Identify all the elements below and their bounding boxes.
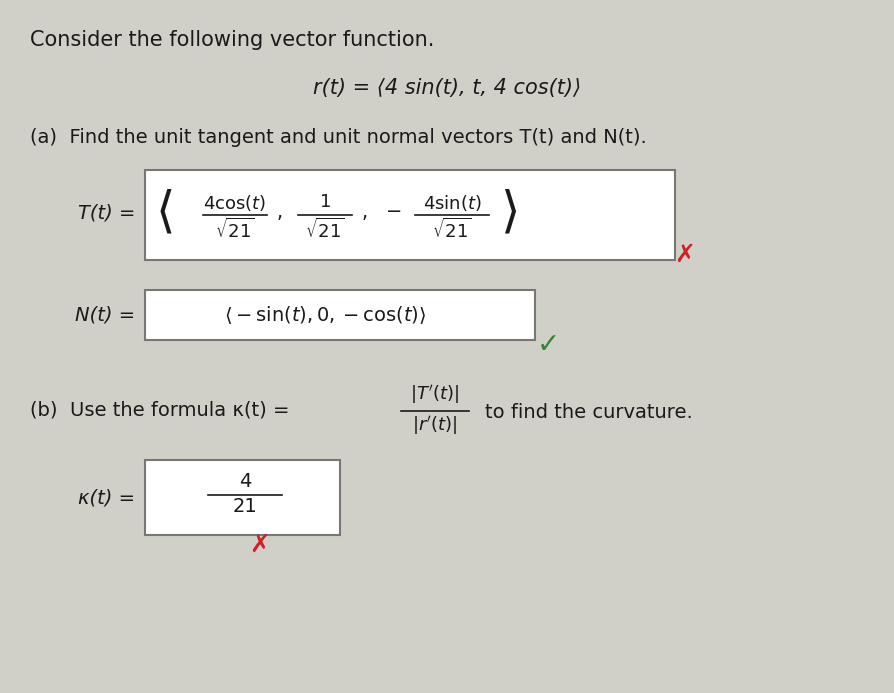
Text: ✗: ✗: [674, 243, 696, 267]
Text: 4: 4: [239, 472, 251, 491]
Text: $4\sin(t)$: $4\sin(t)$: [423, 193, 481, 213]
Text: $|r'(t)|$: $|r'(t)|$: [412, 414, 458, 437]
Text: $\rangle$: $\rangle$: [500, 189, 517, 237]
Text: κ(t) =: κ(t) =: [78, 489, 135, 507]
Text: $\sqrt{21}$: $\sqrt{21}$: [305, 218, 345, 242]
Text: $\sqrt{21}$: $\sqrt{21}$: [215, 218, 255, 242]
Text: $-$: $-$: [385, 200, 401, 220]
Text: to find the curvature.: to find the curvature.: [485, 403, 693, 423]
Text: 21: 21: [232, 497, 257, 516]
FancyBboxPatch shape: [145, 290, 535, 340]
Text: (b)  Use the formula κ(t) =: (b) Use the formula κ(t) =: [30, 400, 290, 419]
Text: $1$: $1$: [319, 193, 331, 211]
Text: ✗: ✗: [249, 533, 271, 557]
FancyBboxPatch shape: [145, 460, 340, 535]
Text: $4\cos(t)$: $4\cos(t)$: [203, 193, 266, 213]
Text: $\langle$: $\langle$: [155, 189, 173, 237]
Text: r(t) = ⟨4 sin(t), t, 4 cos(t)⟩: r(t) = ⟨4 sin(t), t, 4 cos(t)⟩: [313, 78, 581, 98]
FancyBboxPatch shape: [145, 170, 675, 260]
Text: N(t) =: N(t) =: [75, 306, 135, 324]
Text: Consider the following vector function.: Consider the following vector function.: [30, 30, 434, 50]
Text: ,: ,: [362, 204, 368, 222]
Text: $\sqrt{21}$: $\sqrt{21}$: [432, 218, 472, 242]
Text: (a)  Find the unit tangent and unit normal vectors T(t) and N(t).: (a) Find the unit tangent and unit norma…: [30, 128, 646, 147]
Text: ✓: ✓: [536, 331, 560, 359]
Text: $|T'(t)|$: $|T'(t)|$: [410, 383, 460, 406]
Text: ,: ,: [277, 204, 283, 222]
Text: $\langle -\sin(t), 0, -\cos(t)\rangle$: $\langle -\sin(t), 0, -\cos(t)\rangle$: [224, 304, 426, 326]
Text: T(t) =: T(t) =: [78, 204, 135, 222]
